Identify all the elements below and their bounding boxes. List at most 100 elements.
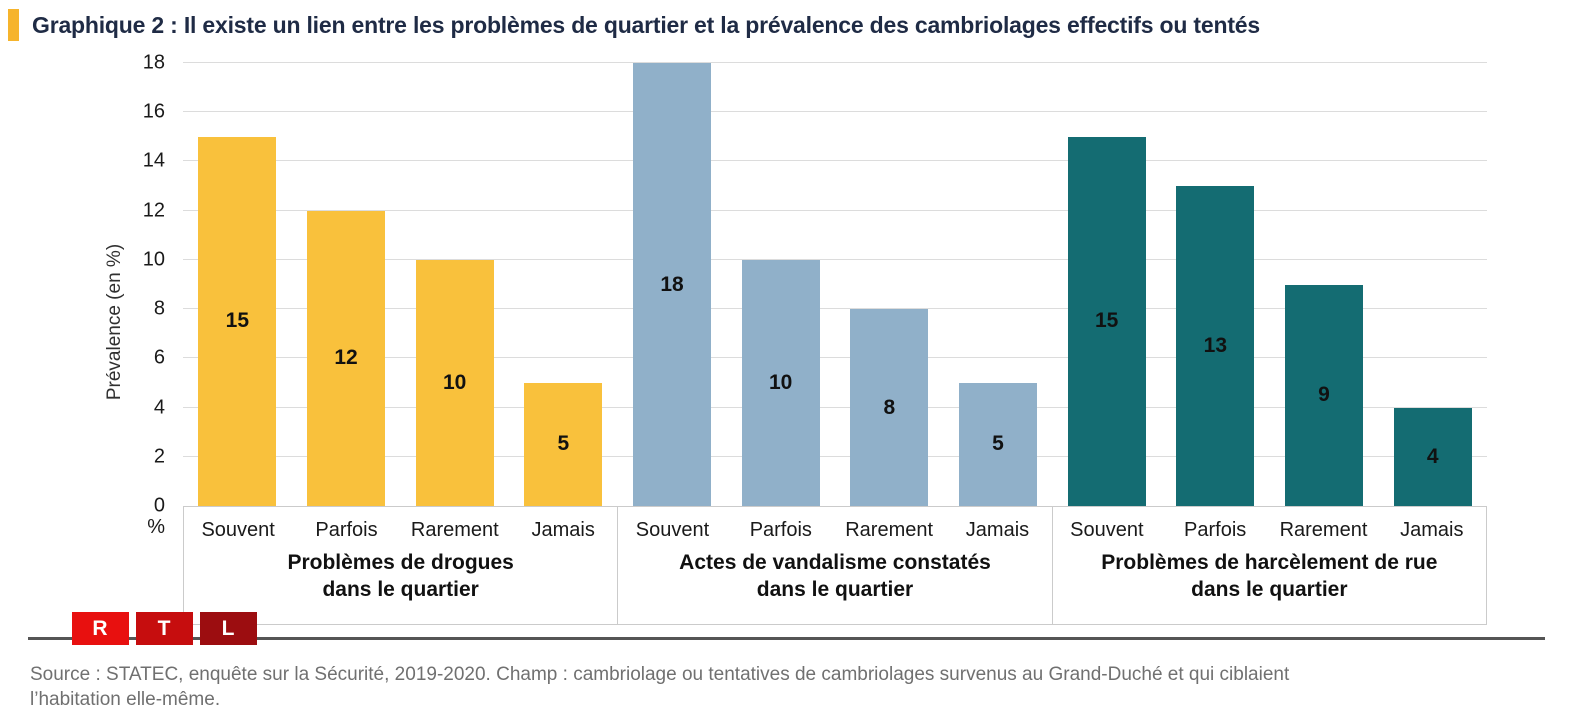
bar-slot: 18 (618, 63, 727, 506)
y-axis-unit-label: % (147, 516, 165, 538)
gridline-8 (183, 308, 1487, 310)
bar-slot: 9 (1270, 63, 1379, 506)
category-label-row: Souvent Parfois Rarement Jamais (1053, 519, 1486, 542)
group-label-box-1: Souvent Parfois Rarement Jamais Problèmes de… (183, 506, 619, 625)
category-label-souvent: Souvent (1070, 519, 1144, 541)
bar-group-3: 15 13 9 4 (1052, 63, 1487, 506)
bar-parfois: 12 (307, 210, 385, 506)
y-tick-label-2: 2 (153, 445, 165, 468)
category-label-row: Souvent Parfois Rarement Jamais (618, 519, 1051, 542)
bar-slot: 12 (292, 63, 401, 506)
group-title-line-2: dans le quartier (756, 578, 914, 601)
bar-rarement: 9 (1285, 284, 1364, 506)
category-label-rarement: Rarement (1279, 519, 1368, 541)
rtl-logo-block-r: R (72, 612, 129, 645)
bar-slot: 15 (1052, 63, 1161, 506)
group-title-line-1: Problèmes de harcèlement de rue (1101, 551, 1438, 574)
group-title-line-2: dans le quartier (322, 578, 479, 601)
bar-jamais: 5 (524, 382, 603, 506)
y-tick-label-4: 4 (153, 396, 165, 419)
category-label-parfois: Parfois (1184, 519, 1247, 541)
group-title-line-1: Problèmes de drogues (287, 551, 514, 574)
group-label-box-3: Souvent Parfois Rarement Jamais Problèmes de… (1052, 506, 1487, 625)
bar-value-label: 12 (334, 346, 358, 370)
category-label-parfois: Parfois (315, 519, 378, 541)
bar-souvent: 15 (1067, 136, 1146, 506)
bar-value-label: 13 (1203, 334, 1228, 358)
bar-parfois: 10 (741, 259, 820, 506)
bar-parfois: 13 (1176, 186, 1255, 506)
bar-value-label: 10 (768, 370, 793, 394)
bar-rarement: 10 (415, 259, 494, 506)
category-label-souvent: Souvent (635, 519, 710, 541)
bar-value-label: 9 (1318, 383, 1330, 407)
bar-value-label: 4 (1426, 444, 1439, 468)
bar-group-2: 18 10 8 5 (618, 63, 1053, 506)
bar-value-label: 10 (442, 370, 467, 394)
chart-header: Graphique 2 : Il existe un lien entre le… (8, 9, 1260, 41)
rtl-logo-block-l: L (200, 612, 257, 645)
y-tick-label-8: 8 (153, 297, 165, 320)
title-marker (8, 9, 19, 41)
category-label-row: Souvent Parfois Rarement Jamais (184, 519, 617, 542)
source-note: Source : STATEC, enquête sur la Sécurité… (30, 662, 1289, 712)
bar-value-label: 15 (1094, 309, 1119, 333)
source-line-1: Source : STATEC, enquête sur la Sécurité… (30, 664, 1290, 685)
y-tick-label-6: 6 (153, 346, 165, 369)
category-label-jamais: Jamais (1400, 519, 1464, 541)
category-label-rarement: Rarement (410, 519, 499, 541)
bar-slot: 5 (944, 63, 1053, 506)
bar-slot: 10 (400, 63, 509, 506)
y-axis-ticks: 0 2 4 6 8 10 12 14 16 18% (95, 52, 165, 539)
group-label-box-2: Souvent Parfois Rarement Jamais Actes de van… (618, 506, 1053, 625)
group-title-1: Problèmes de drogues dans le quartier (184, 549, 617, 603)
category-label-souvent: Souvent (201, 519, 275, 541)
bar-slot: 10 (726, 63, 835, 506)
bar-jamais: 5 (959, 382, 1038, 506)
bar-jamais: 4 (1393, 407, 1472, 506)
group-title-3: Problèmes de harcèlement de rue dans le q… (1053, 549, 1486, 603)
group-title-line-1: Actes de vandalisme constatés (679, 551, 991, 574)
group-title-line-2: dans le quartier (1191, 578, 1348, 601)
y-tick-label-18: 18 (142, 51, 165, 74)
y-tick-label-14: 14 (142, 149, 165, 172)
gridline-12 (183, 209, 1487, 211)
rtl-logo-block-t: T (136, 612, 193, 645)
bar-slot: 5 (509, 63, 618, 506)
gridline-2 (183, 455, 1487, 457)
footer-divider (28, 637, 1545, 640)
bar-value-label: 5 (557, 432, 570, 456)
bar-slot: 8 (835, 63, 944, 506)
bar-group-1: 15 12 10 5 (183, 63, 618, 506)
bar-slot: 13 (1161, 63, 1270, 506)
y-tick-label-12: 12 (142, 199, 165, 222)
category-label-rarement: Rarement (845, 519, 934, 541)
gridline-4 (183, 406, 1487, 408)
y-tick-label-16: 16 (142, 100, 165, 123)
gridline-10 (183, 258, 1487, 260)
plot-area: 15 12 10 5 18 10 8 5 15 13 9 4 (183, 62, 1487, 506)
bar-rarement: 8 (850, 309, 929, 506)
bar-slot: 4 (1378, 63, 1487, 506)
source-line-2: l’habitation elle-même. (30, 689, 221, 710)
category-label-jamais: Jamais (965, 519, 1030, 541)
gridline-6 (183, 357, 1487, 359)
bar-value-label: 5 (992, 432, 1004, 456)
bar-souvent: 18 (633, 63, 711, 506)
group-title-2: Actes de vandalisme constatés dans le qua… (618, 549, 1051, 603)
y-tick-label-10: 10 (142, 248, 165, 271)
bar-slot: 15 (183, 63, 292, 506)
page-title: Graphique 2 : Il existe un lien entre le… (32, 12, 1260, 38)
category-label-jamais: Jamais (531, 519, 595, 541)
gridline-14 (183, 160, 1487, 162)
bar-value-label: 18 (660, 272, 684, 296)
x-axis-label-boxes: Souvent Parfois Rarement Jamais Problèmes de… (183, 506, 1487, 625)
y-tick-label-0: 0 (153, 494, 165, 517)
gridline-18 (183, 62, 1487, 63)
category-label-parfois: Parfois (749, 519, 812, 541)
bar-souvent: 15 (198, 136, 277, 506)
bar-value-label: 15 (225, 309, 249, 333)
bar-value-label: 8 (883, 395, 896, 419)
gridline-16 (183, 111, 1487, 113)
